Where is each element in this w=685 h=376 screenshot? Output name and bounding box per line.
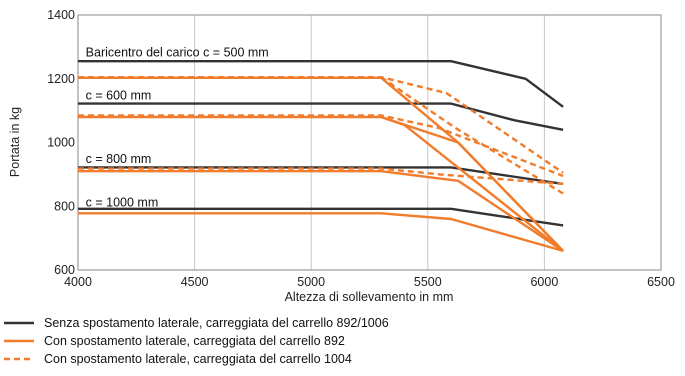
x-tick-label: 4000 [64, 275, 92, 289]
legend: Senza spostamento laterale, carreggiata … [4, 316, 389, 366]
series-line [78, 167, 564, 186]
y-tick-label: 1400 [47, 8, 75, 22]
x-axis-title: Altezza di sollevamento in mm [285, 290, 454, 304]
legend-entry: Con spostamento laterale, carreggiata de… [4, 334, 345, 348]
series-line [78, 115, 564, 252]
x-tick-label: 5500 [414, 275, 442, 289]
y-tick-label: 1200 [47, 72, 75, 86]
series-line [78, 114, 564, 178]
legend-entry: Senza spostamento laterale, carreggiata … [4, 316, 389, 330]
series-line [78, 102, 564, 131]
legend-label: Senza spostamento laterale, carreggiata … [44, 316, 389, 330]
x-tick-labels: 4000 4500 5000 5500 6000 6500 [64, 275, 675, 289]
series-group [78, 60, 564, 253]
x-tick-label: 6000 [530, 275, 558, 289]
series-0 [78, 60, 564, 227]
y-tick-labels: 600 800 1000 1200 1400 [47, 8, 75, 277]
y-axis-title: Portata in kg [8, 107, 22, 177]
y-tick-label: 600 [54, 263, 75, 277]
annotation-label: c = 1000 mm [86, 195, 159, 209]
legend-entry: Con spostamento laterale, carreggiata de… [4, 352, 352, 366]
series-line [380, 76, 564, 195]
annotation-label: c = 600 mm [86, 88, 152, 102]
x-tick-label: 5000 [297, 275, 325, 289]
series-2 [78, 76, 564, 195]
y-tick-label: 1000 [47, 136, 75, 150]
annotations: Baricentro del carico c = 500 mm c = 600 … [86, 45, 269, 209]
series-line [78, 212, 564, 253]
legend-label: Con spostamento laterale, carreggiata de… [44, 352, 352, 366]
series-1 [78, 76, 564, 253]
plot-frame [77, 14, 662, 271]
series-line [78, 76, 564, 174]
series-line [78, 207, 564, 227]
legend-label: Con spostamento laterale, carreggiata de… [44, 334, 345, 348]
x-tick-label: 4500 [181, 275, 209, 289]
y-tick-label: 800 [54, 199, 75, 213]
annotation-label: c = 800 mm [86, 152, 152, 166]
series-line [78, 60, 564, 108]
series-line [78, 170, 564, 252]
x-tick-label: 6500 [647, 275, 675, 289]
series-line [78, 166, 564, 186]
annotation-label: Baricentro del carico c = 500 mm [86, 45, 269, 59]
series-line [380, 115, 564, 252]
